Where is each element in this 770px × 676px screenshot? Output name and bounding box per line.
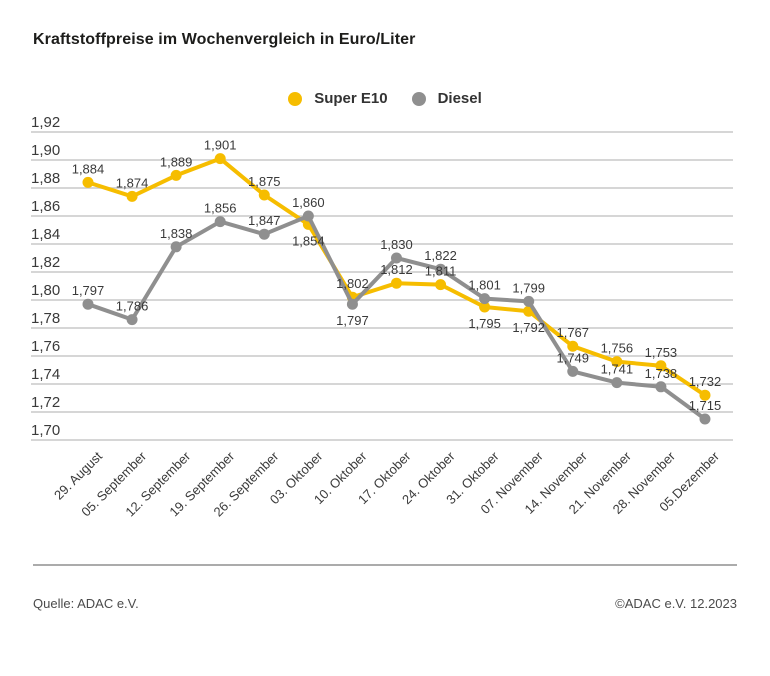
data-point-label-diesel: 1,738 — [645, 366, 678, 381]
data-point-label-diesel: 1,741 — [601, 362, 634, 377]
data-point-marker-super-e10 — [82, 176, 94, 188]
data-point-label-super-e10: 1,901 — [204, 138, 237, 153]
y-tick-label: 1,78 — [31, 310, 60, 327]
copyright-note: ©ADAC e.V. 12.2023 — [615, 596, 737, 611]
data-point-marker-super-e10 — [699, 389, 711, 401]
data-point-marker-diesel — [302, 210, 314, 222]
data-point-label-diesel: 1,860 — [292, 195, 325, 210]
data-point-label-super-e10: 1,812 — [380, 262, 413, 277]
data-point-marker-diesel — [523, 295, 535, 307]
legend-item-super-e10: Super E10 — [288, 90, 388, 107]
line-chart: 1,92 1,90 1,88 1,86 1,84 1,82 1,80 1,78 1,76 1,74… — [31, 115, 733, 519]
data-point-label-super-e10: 1,792 — [512, 320, 545, 335]
data-point-marker-diesel — [258, 228, 270, 240]
y-tick-label: 1,70 — [31, 422, 60, 439]
data-point-marker-diesel — [611, 377, 623, 389]
data-point-marker-super-e10 — [258, 189, 270, 201]
footer: Quelle: ADAC e.V. ©ADAC e.V. 12.2023 — [33, 596, 737, 611]
data-point-marker-super-e10 — [390, 277, 402, 289]
data-point-marker-diesel — [126, 314, 138, 326]
data-point-marker-diesel — [82, 298, 94, 310]
data-point-marker-super-e10 — [170, 169, 182, 181]
data-point-marker-diesel — [390, 252, 402, 264]
data-point-marker-super-e10 — [611, 356, 623, 368]
data-point-marker-diesel — [567, 365, 579, 377]
legend-swatch-diesel — [411, 91, 426, 106]
legend-label: Super E10 — [314, 90, 388, 107]
data-point-marker-diesel — [479, 293, 491, 305]
footer-divider — [33, 564, 737, 566]
data-point-marker-diesel — [699, 413, 711, 425]
data-point-label-diesel: 1,797 — [336, 313, 369, 328]
y-tick-label: 1,72 — [31, 394, 60, 411]
data-point-label-diesel: 1,797 — [72, 283, 105, 298]
legend-item-diesel: Diesel — [411, 90, 482, 107]
y-tick-label: 1,86 — [31, 198, 60, 215]
y-tick-label: 1,74 — [31, 366, 60, 383]
data-point-label-super-e10: 1,767 — [556, 325, 589, 340]
y-tick-label: 1,82 — [31, 254, 60, 271]
data-point-marker-super-e10 — [214, 153, 226, 165]
data-point-marker-super-e10 — [479, 301, 491, 313]
source-note: Quelle: ADAC e.V. — [33, 596, 139, 611]
data-point-label-diesel: 1,847 — [248, 213, 281, 228]
data-point-label-super-e10: 1,753 — [645, 345, 678, 360]
data-point-label-diesel: 1,799 — [512, 280, 545, 295]
data-point-label-super-e10: 1,854 — [292, 233, 325, 248]
data-point-label-diesel: 1,786 — [116, 299, 149, 314]
data-point-marker-super-e10 — [126, 190, 138, 202]
chart-legend: Super E10 Diesel — [0, 90, 770, 107]
data-point-marker-diesel — [214, 216, 226, 228]
data-point-label-super-e10: 1,884 — [72, 161, 105, 176]
data-point-marker-diesel — [435, 263, 447, 275]
data-point-label-diesel: 1,822 — [424, 248, 457, 263]
data-point-label-diesel: 1,801 — [468, 278, 501, 293]
y-tick-label: 1,80 — [31, 282, 60, 299]
y-tick-label: 1,88 — [31, 170, 60, 187]
data-point-label-super-e10: 1,811 — [425, 264, 457, 279]
data-point-label-diesel: 1,856 — [204, 201, 237, 216]
data-point-marker-super-e10 — [435, 279, 447, 291]
data-point-label-super-e10: 1,874 — [116, 175, 149, 190]
data-point-marker-diesel — [170, 241, 182, 253]
data-point-marker-diesel — [346, 298, 358, 310]
data-point-label-diesel: 1,838 — [160, 226, 193, 241]
data-point-marker-super-e10 — [655, 360, 667, 372]
data-point-label-super-e10: 1,756 — [601, 341, 634, 356]
legend-swatch-super-e10 — [288, 91, 303, 106]
y-tick-label: 1,90 — [31, 142, 60, 159]
y-tick-label: 1,92 — [31, 115, 60, 131]
data-point-label-super-e10: 1,802 — [336, 276, 369, 291]
data-point-marker-diesel — [655, 381, 667, 393]
data-point-label-diesel: 1,749 — [556, 350, 589, 365]
chart-title: Kraftstoffpreise im Wochenvergleich in E… — [33, 31, 416, 48]
data-point-label-super-e10: 1,795 — [468, 316, 501, 331]
data-point-label-diesel: 1,715 — [689, 398, 722, 413]
legend-label: Diesel — [437, 90, 482, 107]
y-tick-label: 1,76 — [31, 338, 60, 355]
y-tick-label: 1,84 — [31, 226, 60, 243]
data-point-marker-super-e10 — [567, 340, 579, 352]
data-point-label-diesel: 1,830 — [380, 237, 413, 252]
data-point-label-super-e10: 1,732 — [689, 374, 722, 389]
data-point-label-super-e10: 1,889 — [160, 154, 193, 169]
data-point-label-super-e10: 1,875 — [248, 174, 281, 189]
